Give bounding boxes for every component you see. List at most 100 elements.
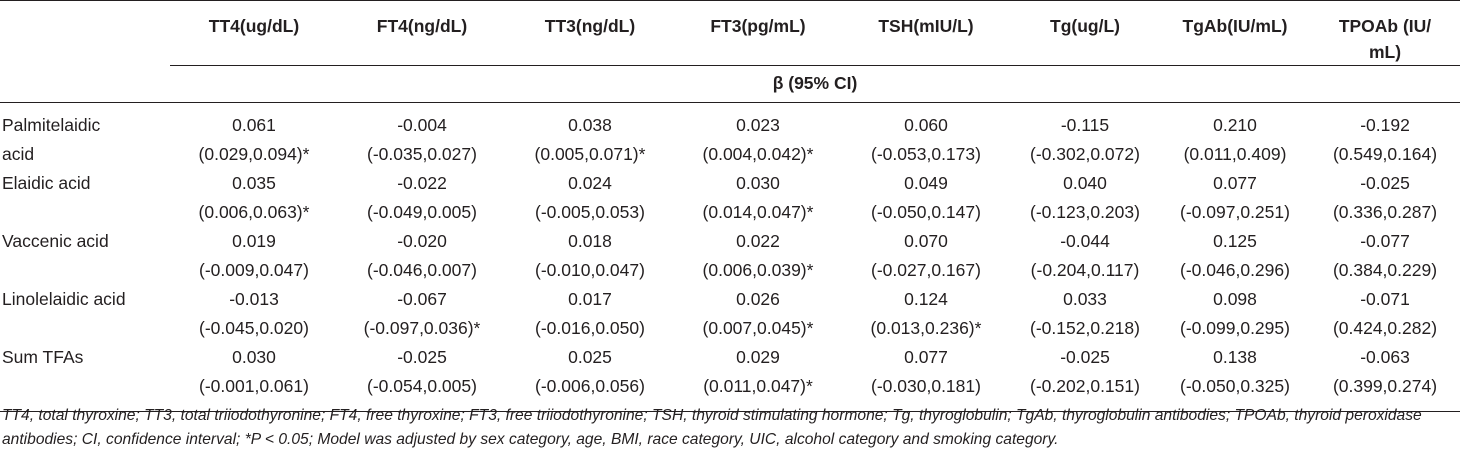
- beta-value: -0.025: [1060, 347, 1110, 367]
- confidence-interval: (-0.123,0.203): [1030, 202, 1140, 222]
- confidence-interval: (0.549,0.164): [1332, 144, 1438, 164]
- beta-value: 0.029: [736, 347, 780, 367]
- table-row: acid (0.029,0.094)* (-0.035,0.027) (0.005,0…: [0, 140, 1460, 169]
- header-tsh: TSH(mIU/L): [878, 16, 974, 36]
- beta-ci-subheader: β (95% CI): [170, 65, 1460, 103]
- beta-value: 0.210: [1213, 115, 1257, 135]
- confidence-interval: (-0.009,0.047): [199, 260, 309, 280]
- confidence-interval: (-0.016,0.050): [535, 318, 645, 338]
- row-label: acid: [2, 144, 35, 164]
- table-footnote: TT4, total thyroxine; TT3, total triiodo…: [2, 407, 1422, 448]
- header-tpoab: TPOAb (IU/ mL): [1310, 1, 1460, 66]
- beta-value: 0.138: [1213, 347, 1257, 367]
- table-row: Vaccenic acid 0.019 -0.020 0.018 0.022 0.070 -…: [0, 227, 1460, 256]
- row-label: Palmitelaidic: [2, 115, 101, 135]
- beta-value: -0.013: [229, 289, 279, 309]
- confidence-interval: (0.007,0.045)*: [702, 318, 814, 338]
- beta-value: 0.070: [904, 231, 948, 251]
- table-row: Palmitelaidic 0.061 -0.004 0.038 0.023 0.060 -…: [0, 103, 1460, 141]
- confidence-interval: (-0.001,0.061): [199, 376, 309, 396]
- row-label: Linolelaidic acid: [2, 289, 126, 309]
- beta-value: 0.018: [568, 231, 612, 251]
- confidence-interval: (-0.030,0.181): [871, 376, 981, 396]
- beta-value: -0.071: [1360, 289, 1410, 309]
- header-tt3: TT3(ng/dL): [544, 16, 636, 36]
- beta-value: 0.061: [232, 115, 276, 135]
- confidence-interval: (-0.053,0.173): [871, 144, 981, 164]
- table-body: Palmitelaidic 0.061 -0.004 0.038 0.023 0.060 -…: [0, 103, 1460, 412]
- row-label: [0, 314, 170, 343]
- confidence-interval: (0.029,0.094)*: [198, 144, 310, 164]
- confidence-interval: (0.011,0.047)*: [703, 376, 813, 396]
- beta-value: -0.077: [1360, 231, 1410, 251]
- beta-value: 0.025: [568, 347, 612, 367]
- beta-value: -0.025: [397, 347, 447, 367]
- header-tpoab-label: TPOAb (IU/ mL): [1338, 16, 1432, 62]
- table-row: Linolelaidic acid -0.013 -0.067 0.017 0.026 0…: [0, 285, 1460, 314]
- confidence-interval: (-0.054,0.005): [367, 376, 477, 396]
- beta-value: 0.026: [736, 289, 780, 309]
- row-label: [0, 256, 170, 285]
- beta-value: 0.040: [1063, 173, 1107, 193]
- confidence-interval: (-0.049,0.005): [367, 202, 477, 222]
- confidence-interval: (-0.035,0.027): [367, 144, 477, 164]
- confidence-interval: (0.424,0.282): [1332, 318, 1438, 338]
- beta-value: 0.019: [232, 231, 276, 251]
- header-tgab: TgAb(IU/mL): [1182, 16, 1288, 36]
- table-row: Elaidic acid 0.035 -0.022 0.024 0.030 0.049 0.…: [0, 169, 1460, 198]
- table-row: (0.006,0.063)* (-0.049,0.005) (-0.005,0.05…: [0, 198, 1460, 227]
- beta-value: 0.022: [736, 231, 780, 251]
- beta-value: 0.023: [736, 115, 780, 135]
- confidence-interval: (0.336,0.287): [1332, 202, 1438, 222]
- beta-value: 0.030: [232, 347, 276, 367]
- confidence-interval: (0.004,0.042)*: [702, 144, 814, 164]
- beta-value: 0.098: [1213, 289, 1257, 309]
- confidence-interval: (-0.204,0.117): [1030, 260, 1140, 280]
- beta-value: 0.125: [1213, 231, 1257, 251]
- beta-value: -0.115: [1060, 115, 1110, 135]
- beta-value: 0.077: [1213, 173, 1257, 193]
- confidence-interval: (-0.045,0.020): [199, 318, 309, 338]
- beta-value: 0.030: [736, 173, 780, 193]
- confidence-interval: (-0.097,0.251): [1180, 202, 1290, 222]
- beta-value: 0.124: [904, 289, 948, 309]
- confidence-interval: (-0.046,0.007): [367, 260, 477, 280]
- confidence-interval: (0.014,0.047)*: [702, 202, 814, 222]
- row-label: Elaidic acid: [2, 173, 91, 193]
- header-corner: [0, 1, 170, 66]
- beta-value: 0.035: [232, 173, 276, 193]
- confidence-interval: (0.005,0.071)*: [534, 144, 646, 164]
- header-tt4: TT4(ug/dL): [208, 16, 300, 36]
- row-label: Sum TFAs: [2, 347, 84, 367]
- beta-value: -0.044: [1060, 231, 1110, 251]
- confidence-interval: (-0.050,0.147): [871, 202, 981, 222]
- subheader-row: β (95% CI): [0, 65, 1460, 103]
- beta-value: 0.017: [568, 289, 612, 309]
- beta-value: -0.063: [1360, 347, 1410, 367]
- confidence-interval: (-0.097,0.036)*: [363, 318, 481, 338]
- table-row: Sum TFAs 0.030 -0.025 0.025 0.029 0.077 -0.025…: [0, 343, 1460, 372]
- confidence-interval: (-0.050,0.325): [1180, 376, 1290, 396]
- row-label: [0, 198, 170, 227]
- confidence-interval: (-0.202,0.151): [1030, 376, 1140, 396]
- beta-value: -0.025: [1360, 173, 1410, 193]
- confidence-interval: (0.384,0.229): [1332, 260, 1438, 280]
- column-header-row: TT4(ug/dL) FT4(ng/dL) TT3(ng/dL) FT3(pg/…: [0, 0, 1460, 66]
- beta-value: -0.022: [397, 173, 447, 193]
- table-row: (-0.009,0.047) (-0.046,0.007) (-0.010,0.04…: [0, 256, 1460, 285]
- beta-value: 0.038: [568, 115, 612, 135]
- beta-value: -0.067: [397, 289, 447, 309]
- confidence-interval: (-0.006,0.056): [535, 376, 645, 396]
- beta-value: -0.192: [1360, 115, 1410, 135]
- confidence-interval: (-0.152,0.218): [1030, 318, 1140, 338]
- beta-value: 0.060: [904, 115, 948, 135]
- confidence-interval: (-0.005,0.053): [535, 202, 645, 222]
- confidence-interval: (0.006,0.063)*: [198, 202, 310, 222]
- confidence-interval: (0.011,0.409): [1183, 144, 1287, 164]
- table-row: (-0.045,0.020) (-0.097,0.036)* (-0.016,0.0…: [0, 314, 1460, 343]
- confidence-interval: (0.399,0.274): [1332, 376, 1438, 396]
- header-ft4: FT4(ng/dL): [376, 16, 468, 36]
- header-tg: Tg(ug/L): [1050, 16, 1120, 36]
- results-table: TT4(ug/dL) FT4(ng/dL) TT3(ng/dL) FT3(pg/…: [0, 0, 1460, 412]
- beta-value: -0.004: [397, 115, 447, 135]
